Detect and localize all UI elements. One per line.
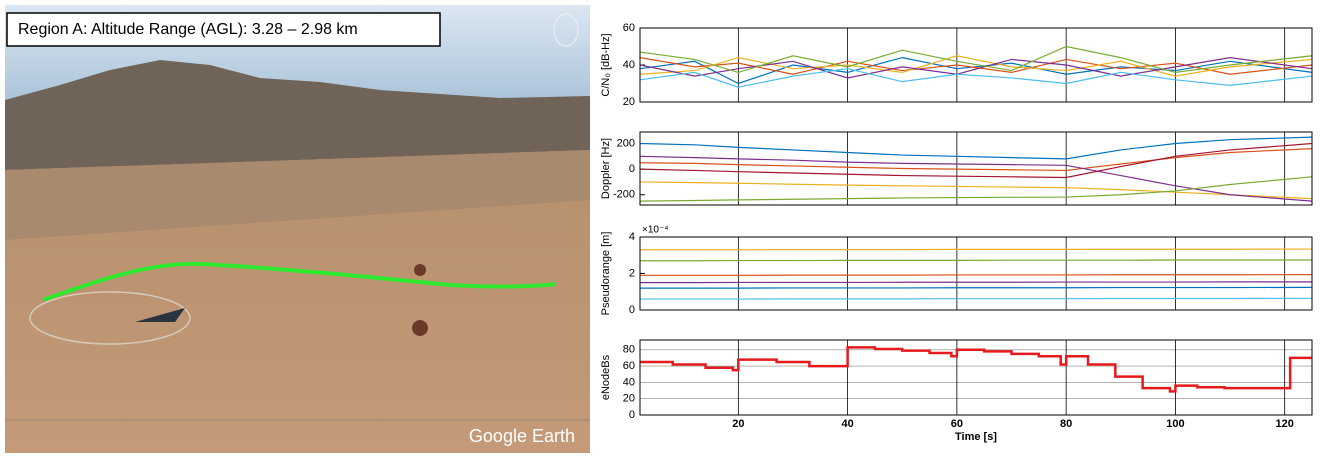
x-tick-label: 80 <box>1060 418 1072 430</box>
y-axis-label: C/N₀ [dB-Hz] <box>600 33 612 96</box>
x-tick-label: 100 <box>1166 418 1184 430</box>
series-line <box>639 142 1313 179</box>
y-tick-label: 200 <box>617 137 635 149</box>
y-axis-label: Doppler [Hz] <box>600 138 612 199</box>
series-line <box>640 297 1313 300</box>
y-tick-label: 60 <box>623 360 635 372</box>
label-box <box>6 12 441 47</box>
y-exponent: ×10⁻⁴ <box>642 225 669 236</box>
series-line <box>639 136 1313 160</box>
series-line <box>639 55 1313 77</box>
y-tick-label: 0 <box>629 409 635 421</box>
y-tick-label: 0 <box>629 163 635 175</box>
plot-area <box>640 340 1312 415</box>
series-line <box>640 346 1312 393</box>
y-tick-label: 20 <box>623 393 635 405</box>
watermark: Google Earth <box>469 426 575 446</box>
y-tick-label: 60 <box>623 22 635 34</box>
series-line <box>639 45 1313 74</box>
y-tick-label: 20 <box>623 96 635 108</box>
series-line <box>639 148 1313 172</box>
y-tick-label: 40 <box>623 59 635 71</box>
image-label: Region A: Altitude Range (AGL): 3.28 – 2… <box>18 21 358 38</box>
series-line <box>639 57 1313 75</box>
series-line <box>639 155 1313 202</box>
axes-frame <box>639 131 1313 206</box>
series-line <box>639 176 1313 202</box>
series-line <box>639 56 1313 85</box>
series-line <box>640 248 1313 251</box>
x-tick-label: 60 <box>951 418 963 430</box>
satellite-image: Google Earth <box>5 5 590 453</box>
axes-frame <box>639 339 1313 416</box>
axes-frame <box>639 236 1313 311</box>
series-line <box>640 286 1313 289</box>
axes-frame <box>639 27 1313 103</box>
series-line <box>639 181 1313 200</box>
y-axis-label: eNodeBs <box>600 354 612 400</box>
y-tick-label: 2 <box>629 267 635 279</box>
y-axis-label: Pseudorange [m] <box>600 232 612 316</box>
x-axis-label: Time [s] <box>955 431 997 443</box>
x-tick-label: 120 <box>1276 418 1294 430</box>
x-tick-label: 20 <box>732 418 744 430</box>
x-tick-label: 40 <box>841 418 853 430</box>
y-tick-label: 80 <box>623 344 635 356</box>
series-line <box>640 273 1313 276</box>
y-tick-label: 0 <box>629 304 635 316</box>
y-tick-label: 40 <box>623 376 635 388</box>
y-tick-label: -200 <box>613 189 635 201</box>
series-line <box>640 281 1312 284</box>
series-line <box>639 68 1313 88</box>
y-tick-label: 4 <box>629 231 635 243</box>
series-line <box>640 259 1312 262</box>
